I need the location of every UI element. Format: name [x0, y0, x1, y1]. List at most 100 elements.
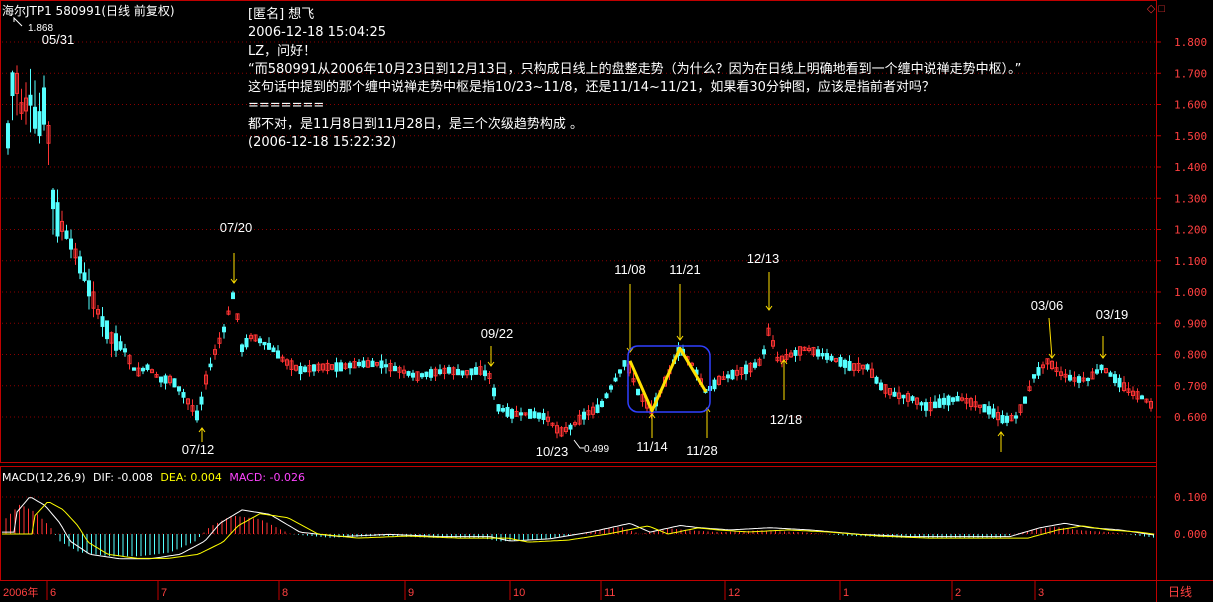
post-answer: 都不对，是11月8日到11月28日，是三个次级趋势构成 。 — [248, 116, 584, 132]
candle-body — [465, 370, 469, 376]
candle-body — [1032, 374, 1036, 379]
candle-body — [447, 367, 451, 374]
month-label: 12 — [728, 587, 740, 599]
arrow-head — [780, 359, 788, 365]
candle-body — [366, 360, 370, 368]
candle-body — [64, 230, 69, 239]
candle-body — [37, 111, 42, 137]
arrow-head — [487, 361, 495, 367]
candle-body — [924, 402, 928, 411]
candle-body — [334, 362, 339, 372]
date-annotation: 12/18 — [770, 412, 803, 427]
post-quote: “而580991从2006年10月23日到12月13日，只构成日线上的盘整走势（… — [248, 61, 1022, 77]
candle-body — [1149, 401, 1153, 409]
date-annotation: 10/23 — [536, 444, 569, 459]
candle-body — [181, 392, 186, 398]
candle-body — [28, 94, 33, 106]
candle-body — [739, 367, 744, 376]
date-annotation: 05/31 — [42, 32, 75, 47]
candle-body — [91, 291, 96, 309]
annotations: 05/31 07/20 07/12 09/22 10/23 11/08 11/14 11/21… — [13, 16, 1129, 459]
candle-body — [717, 375, 721, 385]
candle-body — [789, 352, 793, 358]
candle-body — [874, 376, 879, 384]
price-tick-label: 1.500 — [1174, 130, 1207, 143]
candle-body — [172, 378, 177, 388]
candle-body — [852, 363, 856, 371]
candle-body — [348, 362, 352, 369]
candle-body — [1009, 415, 1014, 422]
candle-body — [604, 393, 609, 399]
candle-body — [1135, 391, 1140, 400]
candle-body — [195, 410, 199, 421]
candle-body — [762, 349, 766, 355]
month-label: 2 — [955, 587, 961, 599]
month-label: 11 — [604, 587, 615, 599]
candle-body — [825, 353, 829, 360]
candle-body — [1081, 377, 1086, 382]
candle-body — [838, 357, 843, 367]
candle-body — [528, 408, 532, 419]
candle-body — [69, 238, 73, 250]
candle-body — [303, 366, 307, 373]
candle-body — [1027, 386, 1032, 392]
post-overlay: [匿名] 想飞 2006-12-18 15:04:25 LZ，问好！ “而580… — [248, 6, 1168, 152]
dea-value: DEA: 0.004 — [160, 471, 222, 484]
candle-body — [973, 401, 978, 408]
candle-body — [1041, 364, 1045, 369]
candle-body — [843, 359, 847, 368]
candle-body — [19, 102, 24, 114]
macd-value: MACD: -0.026 — [229, 471, 305, 484]
candle-body — [784, 354, 789, 360]
candle-body — [1000, 415, 1005, 424]
price-tick-label: 1.200 — [1174, 224, 1207, 237]
month-label: 3 — [1038, 587, 1044, 599]
candle-body — [487, 373, 492, 380]
arrow-head — [230, 278, 238, 284]
arrow-head — [765, 305, 773, 311]
candle-body — [150, 369, 154, 374]
candle-body — [190, 405, 195, 412]
post-question: 这句话中提到的那个缠中说禅走势中枢是指10/23~11/8，还是11/14~11… — [248, 80, 935, 96]
price-tick-label: 0.800 — [1174, 349, 1207, 362]
candle-body — [379, 360, 384, 369]
trend-segment-line — [628, 346, 708, 413]
candle-body — [910, 396, 915, 401]
candle-body — [955, 396, 960, 402]
candle-body — [577, 414, 582, 425]
candle-body — [946, 395, 951, 406]
candle-body — [267, 342, 271, 350]
candle-body — [883, 384, 888, 394]
candle-body — [622, 360, 627, 367]
candle-body — [460, 370, 465, 376]
dif-line — [2, 497, 1155, 560]
candle-body — [46, 125, 51, 144]
candle-body — [474, 366, 478, 375]
post-greeting: LZ，问好！ — [248, 43, 317, 59]
candle-body — [451, 367, 456, 376]
month-label: 1 — [843, 587, 849, 599]
candle-body — [1140, 395, 1144, 400]
candle-body — [1077, 376, 1081, 383]
candle-body — [55, 202, 60, 237]
window-control-icons[interactable]: ◇ □ — [1146, 3, 1165, 15]
candle-body — [1050, 360, 1054, 370]
arrow-head — [648, 413, 656, 419]
candle-body — [42, 87, 46, 125]
candle-body — [982, 404, 987, 413]
dea-line — [2, 502, 1155, 559]
candle-body — [847, 360, 852, 371]
candle-body — [753, 362, 757, 368]
reply-time: (2006-12-18 15:22:32) — [248, 135, 397, 151]
date-annotation: 11/14 — [636, 439, 668, 454]
candle-body — [537, 412, 541, 419]
candle-body — [438, 369, 442, 375]
candle-body — [582, 411, 586, 420]
price-tick-label: 1.800 — [1174, 36, 1207, 49]
candle-body — [492, 387, 496, 397]
candle-body — [1018, 404, 1023, 413]
date-annotation: 03/19 — [1096, 307, 1129, 322]
candle-body — [919, 402, 924, 406]
